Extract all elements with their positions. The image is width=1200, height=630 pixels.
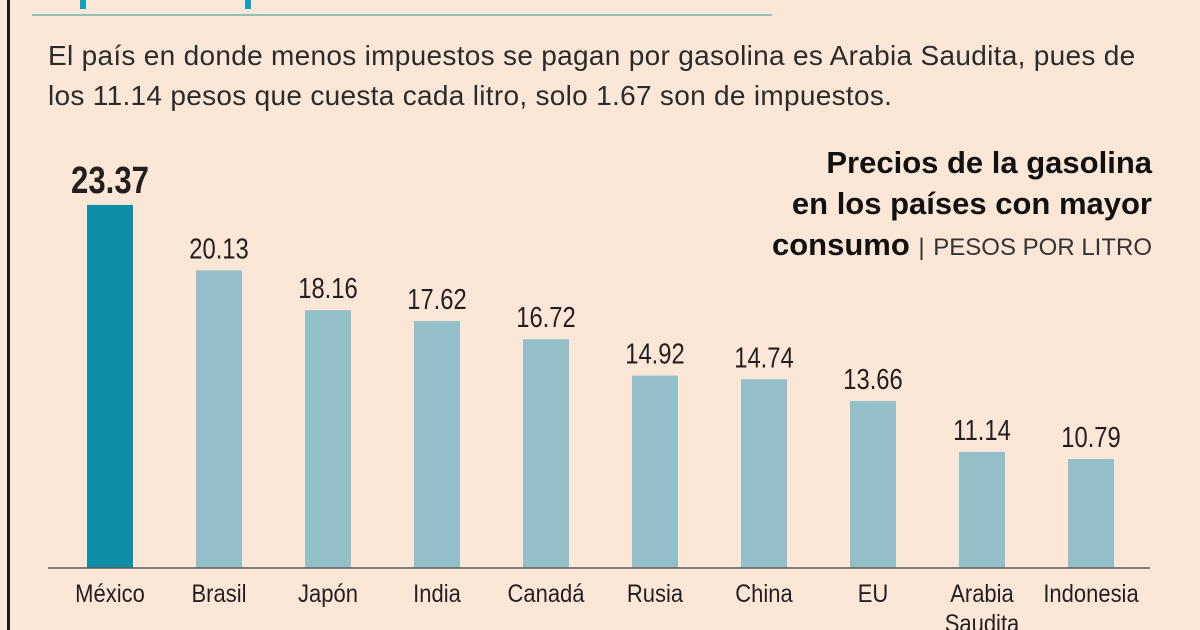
bar — [305, 310, 351, 568]
header-fragment — [245, 0, 251, 9]
intro-text: El país en donde menos impuestos se paga… — [48, 40, 1136, 111]
category-label: Japón — [298, 580, 358, 608]
title-line-2: en los países con mayor — [791, 186, 1152, 221]
unit-separator: | — [918, 234, 925, 261]
category-label: Indonesia — [1043, 580, 1139, 608]
data-label: 20.13 — [189, 232, 248, 265]
category-label: Arabia — [950, 580, 1014, 608]
category-label: México — [75, 580, 145, 608]
bar — [632, 375, 678, 568]
data-label: 14.74 — [734, 341, 793, 374]
left-border — [7, 0, 10, 630]
category-label: India — [413, 580, 462, 608]
data-label: 17.62 — [407, 283, 466, 316]
category-label: Rusia — [627, 580, 684, 608]
data-label: 13.66 — [843, 363, 902, 396]
title-line-1: Precios de la gasolina — [826, 145, 1152, 180]
bar — [741, 379, 787, 568]
data-label: 10.79 — [1061, 421, 1120, 454]
category-label: EU — [858, 580, 889, 608]
header-divider — [32, 14, 772, 16]
category-label: Brasil — [192, 580, 247, 608]
bar — [1068, 459, 1114, 568]
data-label: 11.14 — [953, 414, 1011, 447]
chart-title: Precios de la gasolina en los países con… — [772, 142, 1152, 268]
bar — [196, 270, 242, 568]
category-label: Canadá — [507, 580, 585, 608]
category-label: Saudita — [945, 610, 1020, 630]
bar — [414, 321, 460, 568]
data-label: 16.72 — [516, 301, 575, 334]
data-label: 23.37 — [71, 160, 149, 202]
data-label: 14.92 — [625, 337, 684, 370]
category-label: China — [735, 580, 793, 608]
bar — [523, 339, 569, 568]
bar — [959, 451, 1005, 568]
header-fragment — [80, 0, 86, 9]
data-label: 18.16 — [298, 272, 357, 305]
title-line-3: consumo — [772, 227, 910, 262]
bar — [850, 401, 896, 568]
bar — [87, 204, 133, 568]
chart-unit: PESOS POR LITRO — [933, 234, 1152, 261]
